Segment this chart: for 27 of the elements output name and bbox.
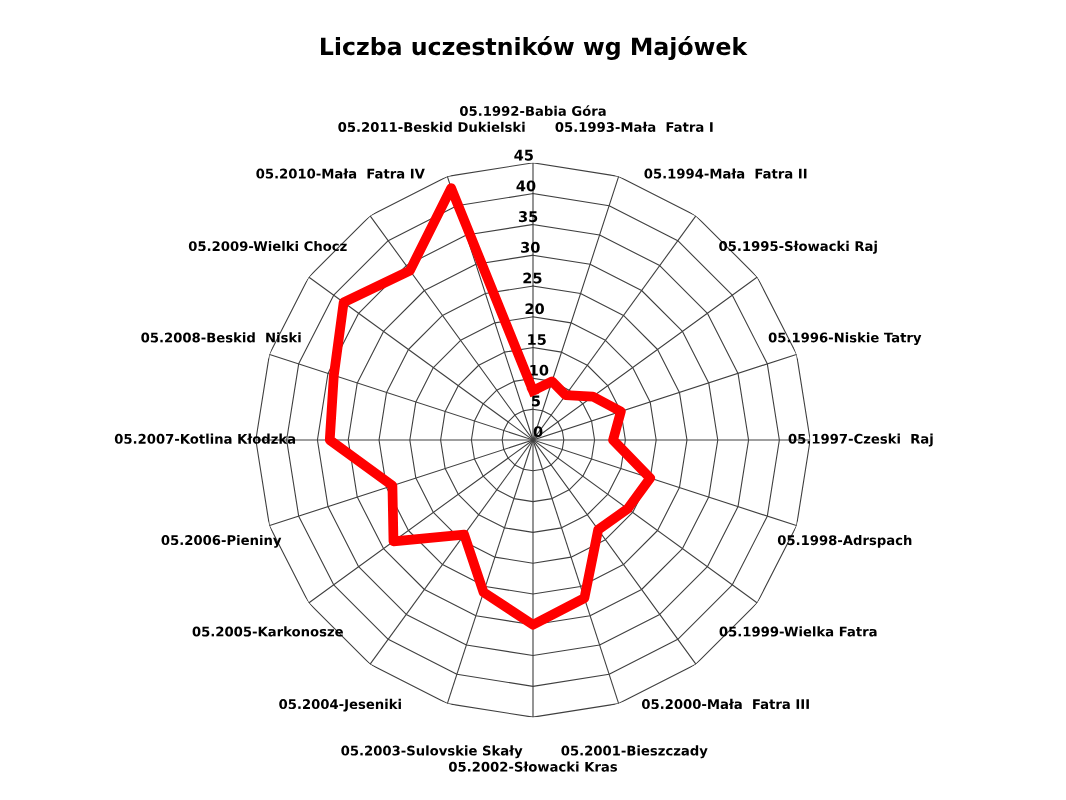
spoke-label: 05.1994-Mała Fatra II <box>644 168 807 179</box>
y-tick-label: 15 <box>528 334 546 346</box>
spoke-label: 05.2000-Mała Fatra III <box>641 698 809 710</box>
y-tick-label: 40 <box>516 180 536 192</box>
spoke-label: 05.2006-Pieniny <box>161 534 282 548</box>
spoke-label: 05.2011-Beskid Dukielski <box>338 121 525 133</box>
y-tick-label: 5 <box>531 395 540 407</box>
y-tick-label: 0 <box>533 426 543 438</box>
spoke-label: 05.2002-Słowacki Kras <box>448 761 618 772</box>
spoke-label: 05.2007-Kotlina Kłodzka <box>114 433 296 444</box>
chart-title: Liczba uczestników wg Majówek <box>321 36 748 60</box>
spoke-label: 05.2004-Jeseniki <box>279 698 401 712</box>
y-tick-label: 25 <box>523 272 542 284</box>
spoke-label: 05.1998-Adrspach <box>777 534 912 548</box>
spoke-label: 05.2008-Beskid Niski <box>141 332 301 343</box>
y-tick-label: 20 <box>525 303 544 315</box>
spoke-label: 05.1997-Czeski Raj <box>788 433 933 447</box>
spoke-label: 05.1992-Babia Góra <box>459 105 606 116</box>
spoke-label: 05.2010-Mała Fatra IV <box>256 168 425 179</box>
spoke-label: 05.1996-Niskie Tatry <box>768 332 922 346</box>
y-tick-label: 30 <box>521 241 540 253</box>
spoke-label: 05.2003-Sulovskie Skały <box>341 745 523 759</box>
spoke-label: 05.2001-Bieszczady <box>561 745 708 759</box>
y-tick-label: 45 <box>514 149 533 161</box>
y-tick-label: 35 <box>518 211 538 223</box>
y-tick-label: 10 <box>530 364 549 376</box>
spoke-label: 05.1993-Mała Fatra I <box>555 121 713 133</box>
